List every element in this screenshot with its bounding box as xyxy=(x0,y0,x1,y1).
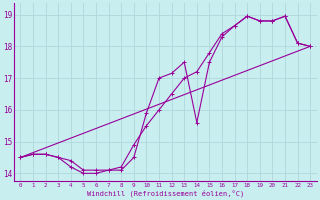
X-axis label: Windchill (Refroidissement éolien,°C): Windchill (Refroidissement éolien,°C) xyxy=(87,189,244,197)
